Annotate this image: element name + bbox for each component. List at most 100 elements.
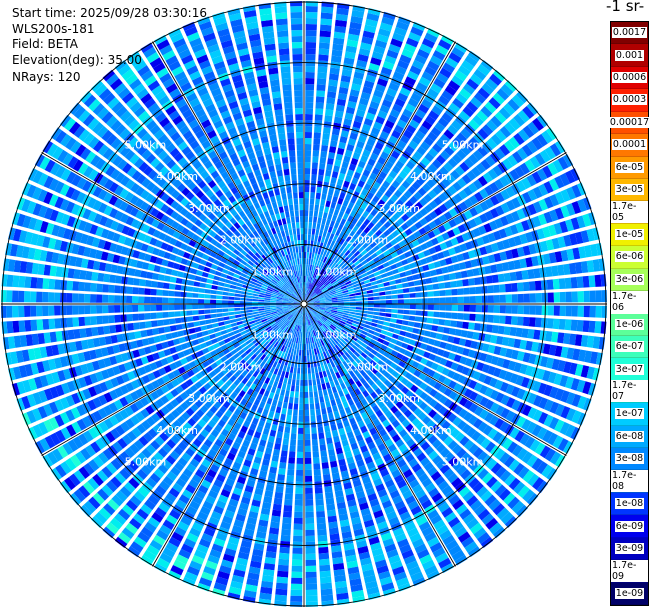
ray-gate [356, 339, 363, 345]
ray-gate [495, 205, 505, 216]
ray-gate [451, 296, 458, 304]
ray-gate [316, 186, 322, 194]
ray-gate [513, 132, 525, 146]
ray-gate [469, 73, 483, 86]
ray-gate [344, 267, 351, 274]
ray-gate [355, 243, 362, 250]
ray-gate [440, 34, 454, 46]
ray-gate [304, 451, 312, 458]
ray-gate [315, 314, 321, 320]
ray-gate [389, 109, 400, 119]
ray-gate [347, 33, 360, 42]
ray-gate [531, 457, 543, 471]
ray-gate [396, 248, 404, 256]
ray-gate [364, 143, 373, 152]
ray-gate [430, 237, 439, 246]
ray-gate [524, 436, 536, 449]
ray-gate [388, 135, 398, 145]
ray-gate [252, 301, 259, 304]
ray-gate [316, 253, 320, 261]
ray-gate [305, 325, 307, 332]
ray-gate [169, 325, 177, 332]
ray-gate [288, 457, 296, 464]
ray-gate [321, 286, 327, 291]
ray-gate [441, 367, 450, 376]
ray-gate [495, 466, 507, 479]
ray-gate [435, 459, 447, 470]
ray-gate [328, 316, 335, 321]
ray-gate [375, 249, 383, 256]
ray-gate [423, 136, 434, 147]
ray-gate [330, 253, 336, 261]
ray-gate [434, 121, 446, 133]
ray-gate [482, 424, 493, 436]
ray-gate [18, 320, 26, 333]
ray-gate [397, 184, 407, 194]
ray-gate [204, 294, 211, 299]
ray-gate [427, 304, 434, 311]
ray-gate [403, 363, 412, 371]
ray-gate [444, 451, 455, 463]
ray-gate [363, 80, 375, 89]
ray-gate [6, 290, 13, 303]
ray-gate [481, 82, 495, 95]
ray-gate [331, 309, 338, 313]
ray-gate [533, 395, 543, 407]
ray-gate [275, 437, 282, 445]
ray-gate [427, 291, 434, 297]
ray-gate [433, 311, 440, 318]
ray-gate [66, 292, 73, 303]
ray-gate [323, 291, 330, 295]
ray-gate [314, 315, 319, 322]
ray-gate [297, 343, 300, 350]
ray-gate [304, 385, 309, 392]
ray-gate [352, 333, 360, 339]
ray-gate [359, 97, 369, 106]
ray-gate [469, 460, 480, 472]
ray-gate [333, 222, 340, 229]
ray-gate [318, 371, 324, 379]
ray-gate [382, 125, 392, 135]
ray-gate [306, 306, 311, 312]
ray-gate [393, 273, 401, 280]
ray-gate [385, 308, 392, 313]
ray-gate [292, 373, 297, 380]
ray-gate [313, 132, 321, 139]
ray-gate [469, 313, 476, 321]
ray-gate [240, 301, 247, 304]
ray-gate [304, 282, 307, 289]
ray-gate [398, 240, 406, 248]
ray-gate [351, 217, 358, 225]
ray-gate [553, 292, 560, 303]
ray-gate [331, 305, 338, 308]
ray-gate [370, 127, 381, 136]
ray-gate [397, 59, 410, 70]
ray-gate [318, 211, 323, 218]
ray-gate [396, 314, 404, 320]
ray-gate [391, 179, 401, 189]
ray-gate [528, 353, 537, 365]
ray-gate [352, 204, 360, 212]
ray-gate [307, 301, 314, 304]
ray-gate [327, 375, 333, 382]
ray-gate [340, 167, 348, 175]
ray-gate [334, 25, 347, 34]
ray-gate [353, 341, 361, 348]
ray-gate [324, 175, 331, 183]
ray-gate [470, 96, 483, 109]
ray-gate [499, 175, 510, 187]
ray-gate [329, 325, 335, 331]
ray-gate [383, 351, 391, 358]
ray-gate [406, 242, 415, 250]
ray-gate [304, 427, 311, 434]
ray-gate [475, 434, 487, 446]
ray-gate [361, 304, 368, 307]
ray-gate [383, 371, 391, 379]
ray-gate [304, 337, 306, 344]
ray-gate [206, 324, 214, 330]
ray-gate [308, 228, 312, 235]
ray-gate [330, 61, 341, 69]
ray-gate [150, 304, 157, 312]
ray-gate [342, 312, 349, 316]
ray-gate [198, 304, 205, 309]
